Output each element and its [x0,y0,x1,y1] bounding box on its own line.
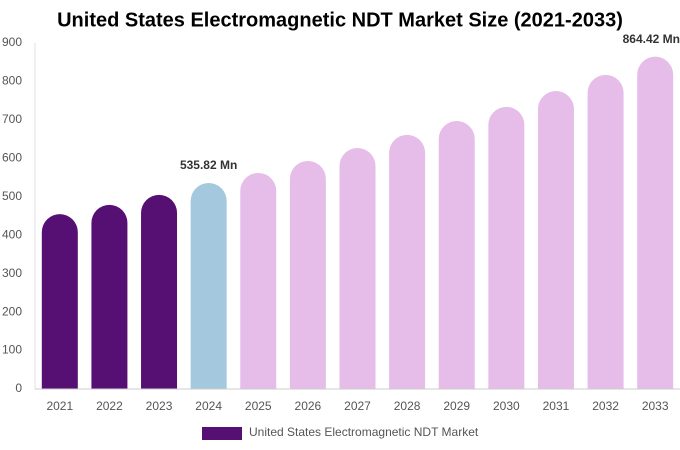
bar [389,134,426,389]
y-tick-label: 900 [2,35,22,49]
x-tick-label: 2032 [592,399,619,413]
bar [438,121,475,389]
x-tick-label: 2031 [543,399,570,413]
x-tick-label: 2022 [96,399,123,413]
bar [289,161,326,389]
x-tick-label: 2027 [344,399,371,413]
x-tick-label: 2028 [394,399,421,413]
y-tick-label: 200 [2,304,22,318]
x-tick-label: 2033 [642,399,669,413]
value-label: 535.82 Mn [180,158,237,172]
bar [637,56,674,390]
x-tick-label: 2023 [146,399,173,413]
legend-swatch [202,427,242,440]
bar [41,214,78,389]
y-tick-label: 400 [2,227,22,241]
bar [190,183,227,389]
y-tick-label: 800 [2,74,22,88]
bar [537,91,574,390]
x-tick-label: 2030 [493,399,520,413]
x-tick-label: 2021 [46,399,73,413]
x-tick-label: 2025 [245,399,272,413]
x-tick-label: 2029 [443,399,470,413]
y-tick-label: 600 [2,151,22,165]
y-tick-label: 100 [2,343,22,357]
bar [91,204,128,389]
bar [141,194,178,389]
bar [587,74,624,390]
x-tick-label: 2024 [195,399,222,413]
bar [240,172,277,389]
y-tick-label: 700 [2,112,22,126]
value-label: 864.42 Mn [623,32,680,46]
legend-label: United States Electromagnetic NDT Market [249,425,479,439]
bar [488,106,525,389]
y-tick-label: 500 [2,189,22,203]
chart-title: United States Electromagnetic NDT Market… [57,9,623,31]
x-tick-label: 2026 [295,399,322,413]
y-tick-label: 0 [15,381,22,395]
y-tick-label: 300 [2,266,22,280]
bar [339,147,376,389]
